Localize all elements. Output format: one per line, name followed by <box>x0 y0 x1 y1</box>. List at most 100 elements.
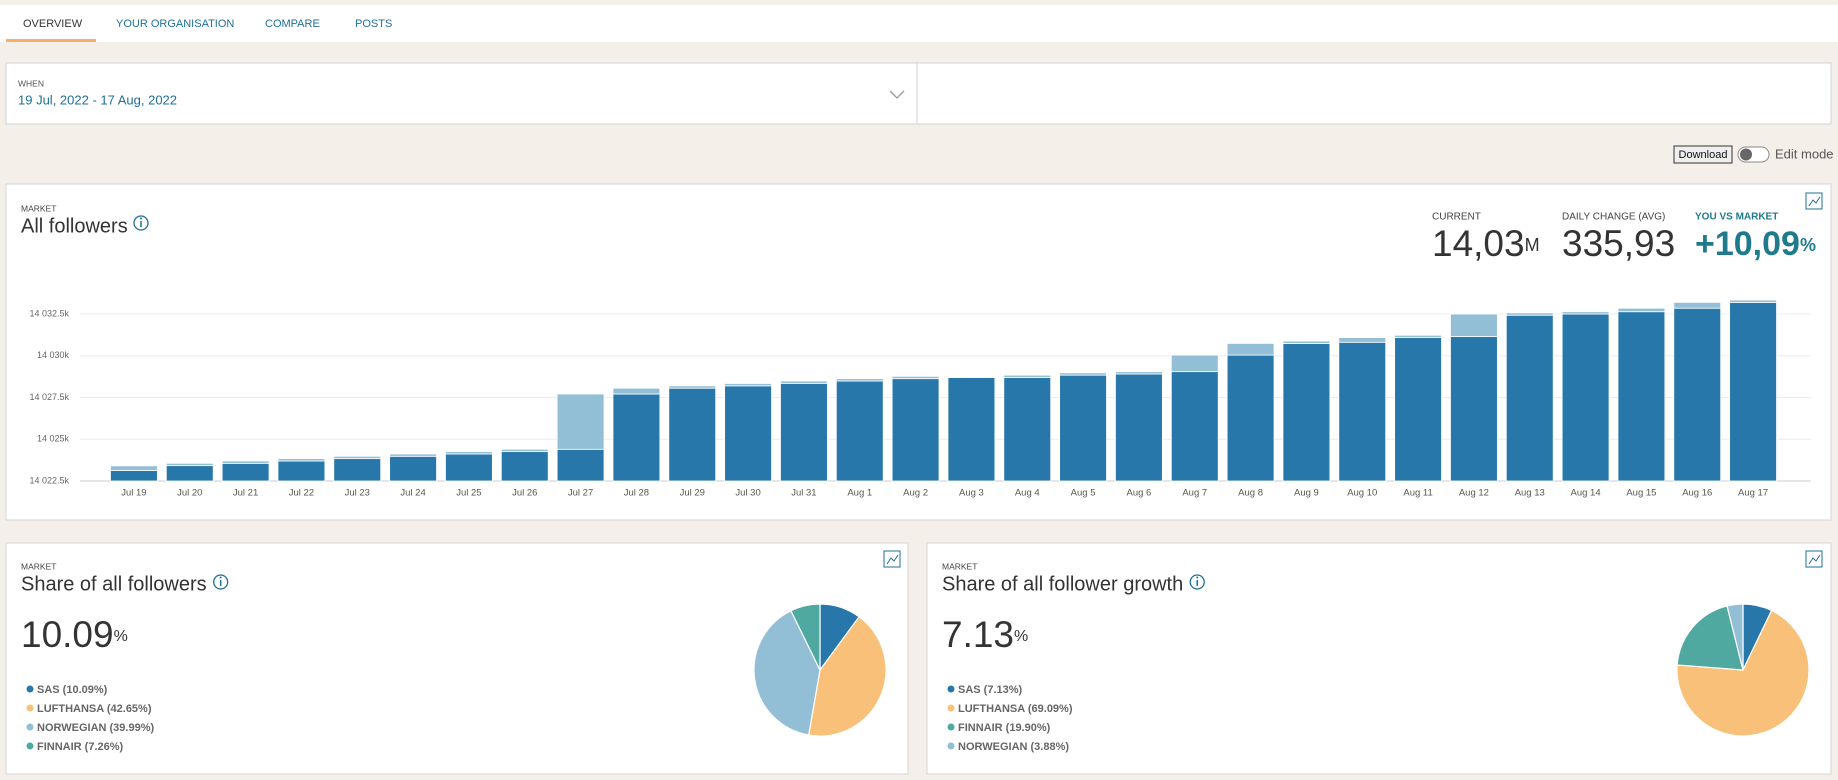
tab[interactable]: OVERVIEW <box>23 18 83 30</box>
legend-label: NORWEGIAN (3.88%) <box>958 741 1069 753</box>
download-label[interactable]: Download <box>1679 149 1728 161</box>
kpi-unit: % <box>1800 235 1816 255</box>
bar-segment <box>1729 301 1777 482</box>
bar-segment <box>835 378 884 382</box>
bar-segment <box>1170 371 1219 482</box>
bar-segment <box>1673 301 1722 309</box>
kpi-unit: M <box>1525 235 1540 255</box>
x-tick-label: Aug 16 <box>1682 488 1712 499</box>
x-tick-label: Jul 29 <box>680 488 705 499</box>
kpi-label: CURRENT <box>1432 212 1481 223</box>
tab[interactable]: YOUR ORGANISATION <box>116 18 234 30</box>
x-tick-label: Aug 13 <box>1515 488 1545 499</box>
bar-segment <box>1226 354 1275 482</box>
bar-segment <box>445 453 493 482</box>
chart-icon-frame[interactable] <box>883 550 901 568</box>
bar-segment <box>835 380 884 482</box>
tab-bar <box>0 5 1838 42</box>
bar-segment <box>612 393 661 482</box>
chart-icon-line <box>1808 196 1821 207</box>
bar-segment <box>612 387 661 395</box>
bar-segment <box>668 385 717 389</box>
filter-value[interactable]: 19 Jul, 2022 - 17 Aug, 2022 <box>18 92 177 107</box>
bar-segment <box>333 455 382 460</box>
legend-label: LUFTHANSA (42.65%) <box>37 703 152 715</box>
bar-segment <box>1338 337 1387 343</box>
bar-segment <box>1003 377 1052 482</box>
filter-panel[interactable] <box>5 62 1832 125</box>
bar-segment <box>1450 336 1498 482</box>
x-tick-label: Aug 12 <box>1459 488 1489 499</box>
x-tick-label: Jul 23 <box>345 488 370 499</box>
chart-icon-frame[interactable] <box>1805 550 1823 568</box>
kpi-label: DAILY CHANGE (AVG) <box>1562 212 1665 223</box>
bar-segment <box>500 451 549 482</box>
x-tick-label: Jul 31 <box>791 488 816 499</box>
headline: 10.09% <box>21 614 128 655</box>
bar-segment <box>165 465 214 482</box>
toggle-knob <box>1740 148 1752 161</box>
legend-dot <box>947 685 955 693</box>
bar-segment <box>1282 343 1331 482</box>
bar-segment <box>1729 299 1777 303</box>
y-tick-label: 14 025k <box>37 434 70 444</box>
card-supertitle: MARKET <box>21 561 56 571</box>
bar-segment <box>947 376 996 378</box>
chart-icon[interactable] <box>1805 192 1823 210</box>
info-icon[interactable] <box>1189 574 1205 590</box>
bar-segment <box>277 458 326 462</box>
x-tick-label: Aug 8 <box>1238 488 1263 499</box>
legend-label: NORWEGIAN (39.99%) <box>37 722 154 734</box>
download-button[interactable] <box>1673 145 1733 164</box>
bar-segment <box>891 375 940 380</box>
bar-segment <box>1673 307 1722 482</box>
filter-label: WHEN <box>18 78 44 88</box>
bar-segment <box>1505 314 1554 482</box>
chart-icon[interactable] <box>883 550 901 568</box>
kpi-number: +10,09 <box>1695 225 1800 263</box>
bar-segment <box>891 378 940 482</box>
bar-segment <box>1561 313 1610 482</box>
headline-number: 7.13 <box>942 614 1014 655</box>
x-tick-label: Aug 3 <box>959 488 984 499</box>
bar-segment <box>110 465 158 471</box>
x-tick-label: Jul 28 <box>624 488 649 499</box>
bar-segment <box>1170 354 1219 373</box>
tab[interactable]: POSTS <box>355 18 392 30</box>
x-tick-label: Jul 25 <box>456 488 481 499</box>
headline-unit: % <box>1014 628 1028 645</box>
dropdown-chevron[interactable] <box>889 90 905 99</box>
legend-dot <box>26 723 34 731</box>
bar-segment <box>221 462 270 482</box>
x-tick-label: Jul 27 <box>568 488 593 499</box>
tab[interactable]: COMPARE <box>265 18 320 30</box>
kpi-value: +10,09% <box>1695 225 1816 263</box>
legend-dot <box>947 723 955 731</box>
info-circle[interactable] <box>133 215 149 231</box>
bar-segment <box>668 387 717 482</box>
bar-segment <box>389 455 437 482</box>
y-tick-label: 14 030k <box>37 350 70 360</box>
x-tick-label: Aug 1 <box>847 488 872 499</box>
info-icon[interactable] <box>213 574 229 590</box>
bar-segment <box>277 460 326 482</box>
x-tick-label: Aug 4 <box>1015 488 1040 499</box>
chart-icon-frame[interactable] <box>1805 192 1823 210</box>
bar-segment <box>1059 372 1107 376</box>
legend-label: SAS (7.13%) <box>958 684 1023 696</box>
info-icon[interactable] <box>133 215 149 231</box>
bar-segment <box>1450 313 1498 337</box>
bar-segment <box>445 451 493 455</box>
legend-dot <box>26 742 34 750</box>
headline-number: 10.09 <box>21 614 114 655</box>
bar-segment <box>1003 374 1052 378</box>
y-tick-label: 14 027.5k <box>29 392 69 402</box>
chart-icon[interactable] <box>1805 550 1823 568</box>
card-title: All followers <box>21 215 128 237</box>
card-title: Share of all followers <box>21 573 207 595</box>
x-tick-label: Jul 19 <box>121 488 146 499</box>
x-tick-label: Aug 6 <box>1127 488 1152 499</box>
x-tick-label: Aug 5 <box>1071 488 1096 499</box>
kpi-value: 335,93 <box>1562 223 1675 264</box>
